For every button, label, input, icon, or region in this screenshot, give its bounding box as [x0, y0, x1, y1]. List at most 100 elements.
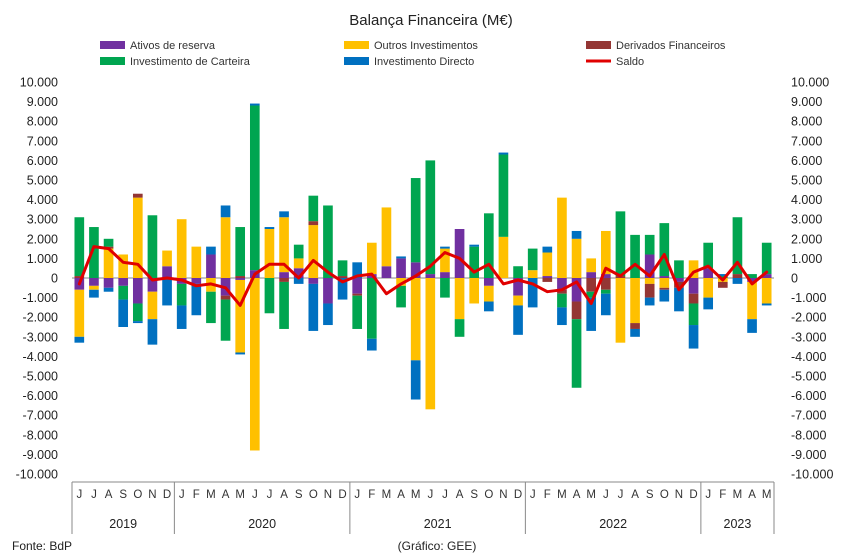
bar-investimento-directo — [337, 278, 348, 300]
bar-investimento-directo — [118, 299, 129, 327]
bar-derivados-financeiros — [732, 274, 743, 278]
bar-investimento-directo — [483, 301, 494, 312]
bar-investimento-directo — [674, 287, 684, 312]
bar-outros-investimentos — [176, 219, 187, 278]
x-month-label: D — [338, 489, 346, 501]
bar-investimento-de-carteira — [176, 283, 187, 306]
y-axis-right: 10.000 9.000 8.000 7.000 6.000 5.000 4.000 3.00… — [791, 76, 833, 482]
y-tick-label-left: -3.000 — [23, 330, 58, 344]
x-month-label: A — [280, 489, 288, 501]
bar-outros-investimentos — [103, 248, 114, 278]
bar-investimento-de-carteira — [235, 227, 246, 277]
x-month-label: F — [193, 489, 200, 501]
bar-derivados-financeiros — [688, 293, 699, 304]
y-tick-label-right: 1.000 — [791, 252, 822, 266]
bar-investimento-de-carteira — [396, 285, 406, 308]
bar-ativos-de-reserva — [425, 274, 436, 278]
bar-derivados-financeiros — [74, 276, 85, 278]
bar-investimento-de-carteira — [469, 246, 480, 278]
bar-investimento-de-carteira — [440, 278, 450, 298]
y-tick-label-left: 4.000 — [27, 193, 58, 207]
bar-investimento-de-carteira — [688, 303, 699, 326]
y-tick-label-right: 0 — [791, 272, 798, 286]
bar-investimento-de-carteira — [483, 213, 494, 278]
y-tick-label-right: -1.000 — [791, 291, 826, 305]
bar-ativos-de-reserva — [483, 278, 494, 286]
x-month-label: S — [295, 489, 303, 501]
x-month-label: N — [499, 489, 507, 501]
y-tick-label-right: 9.000 — [791, 95, 822, 109]
y-tick-label-right: 8.000 — [791, 115, 822, 129]
y-tick-label-right: 6.000 — [791, 154, 822, 168]
x-month-label: D — [163, 489, 171, 501]
bar-investimento-directo — [308, 283, 319, 331]
bar-derivados-financeiros — [600, 278, 611, 290]
bar-investimento-directo — [235, 352, 246, 355]
legend-swatch-ativos-de-reserva — [100, 41, 125, 49]
bar-investimento-de-carteira — [586, 291, 597, 298]
y-tick-label-right: -8.000 — [791, 428, 826, 442]
bar-outros-investimentos — [761, 278, 772, 304]
bar-investimento-de-carteira — [147, 215, 158, 278]
bar-investimento-de-carteira — [249, 105, 260, 271]
bar-investimento-directo — [703, 297, 714, 310]
bar-ativos-de-reserva — [513, 278, 523, 296]
bar-investimento-de-carteira — [323, 205, 333, 278]
bar-investimento-de-carteira — [747, 274, 757, 278]
bar-ativos-de-reserva — [279, 272, 289, 278]
bar-outros-investimentos — [542, 252, 553, 277]
bar-outros-investimentos — [396, 278, 406, 286]
x-year-label: 2020 — [248, 517, 276, 531]
bar-outros-investimentos — [366, 242, 377, 275]
bar-investimento-directo — [761, 303, 772, 306]
bar-investimento-directo — [557, 307, 567, 326]
bar-investimento-directo — [513, 305, 523, 335]
bar-investimento-directo — [644, 297, 655, 306]
bar-investimento-directo — [264, 227, 275, 229]
bar-derivados-financeiros — [279, 278, 289, 282]
bar-investimento-de-carteira — [630, 234, 640, 278]
bar-ativos-de-reserva — [103, 278, 114, 288]
x-month-label: N — [148, 489, 156, 501]
bar-investimento-de-carteira — [498, 154, 509, 237]
x-month-label: J — [354, 489, 360, 501]
bar-investimento-de-carteira — [571, 319, 582, 388]
bar-investimento-directo — [717, 274, 728, 277]
bar-investimento-directo — [352, 262, 363, 278]
bar-outros-investimentos — [703, 278, 714, 298]
bar-investimento-de-carteira — [703, 242, 714, 269]
x-year-label: 2021 — [424, 517, 452, 531]
bar-investimento-de-carteira — [600, 289, 611, 294]
y-tick-label-left: -9.000 — [23, 448, 58, 462]
bar-outros-investimentos — [410, 278, 421, 361]
bar-ativos-de-reserva — [761, 274, 772, 278]
legend-label: Derivados Financeiros — [616, 40, 726, 52]
y-tick-label-left: -5.000 — [23, 370, 58, 384]
bar-investimento-directo — [132, 321, 143, 324]
bar-investimento-de-carteira — [279, 281, 289, 329]
bar-investimento-directo — [206, 246, 216, 255]
x-month-label: M — [586, 489, 596, 501]
bar-derivados-financeiros — [674, 281, 684, 288]
bar-derivados-financeiros — [630, 323, 640, 329]
bar-investimento-directo — [103, 287, 114, 292]
bar-investimento-directo — [469, 244, 480, 247]
bar-ativos-de-reserva — [118, 278, 129, 286]
y-tick-label-left: -7.000 — [23, 409, 58, 423]
bar-investimento-directo — [586, 297, 597, 331]
bar-outros-investimentos — [571, 238, 582, 278]
bar-investimento-directo — [162, 278, 172, 306]
bar-outros-investimentos — [264, 229, 275, 278]
bar-outros-investimentos — [308, 225, 319, 278]
bar-outros-investimentos — [630, 278, 640, 324]
y-tick-label-right: 2.000 — [791, 232, 822, 246]
legend-label: Investimento de Carteira — [130, 56, 251, 68]
bar-derivados-financeiros — [235, 276, 246, 278]
bar-outros-investimentos — [132, 197, 143, 278]
y-tick-label-left: 9.000 — [27, 95, 58, 109]
bar-derivados-financeiros — [586, 278, 597, 292]
bar-derivados-financeiros — [220, 295, 231, 300]
bar-investimento-directo — [440, 246, 450, 249]
x-month-label: D — [689, 489, 697, 501]
bar-ativos-de-reserva — [352, 278, 363, 294]
